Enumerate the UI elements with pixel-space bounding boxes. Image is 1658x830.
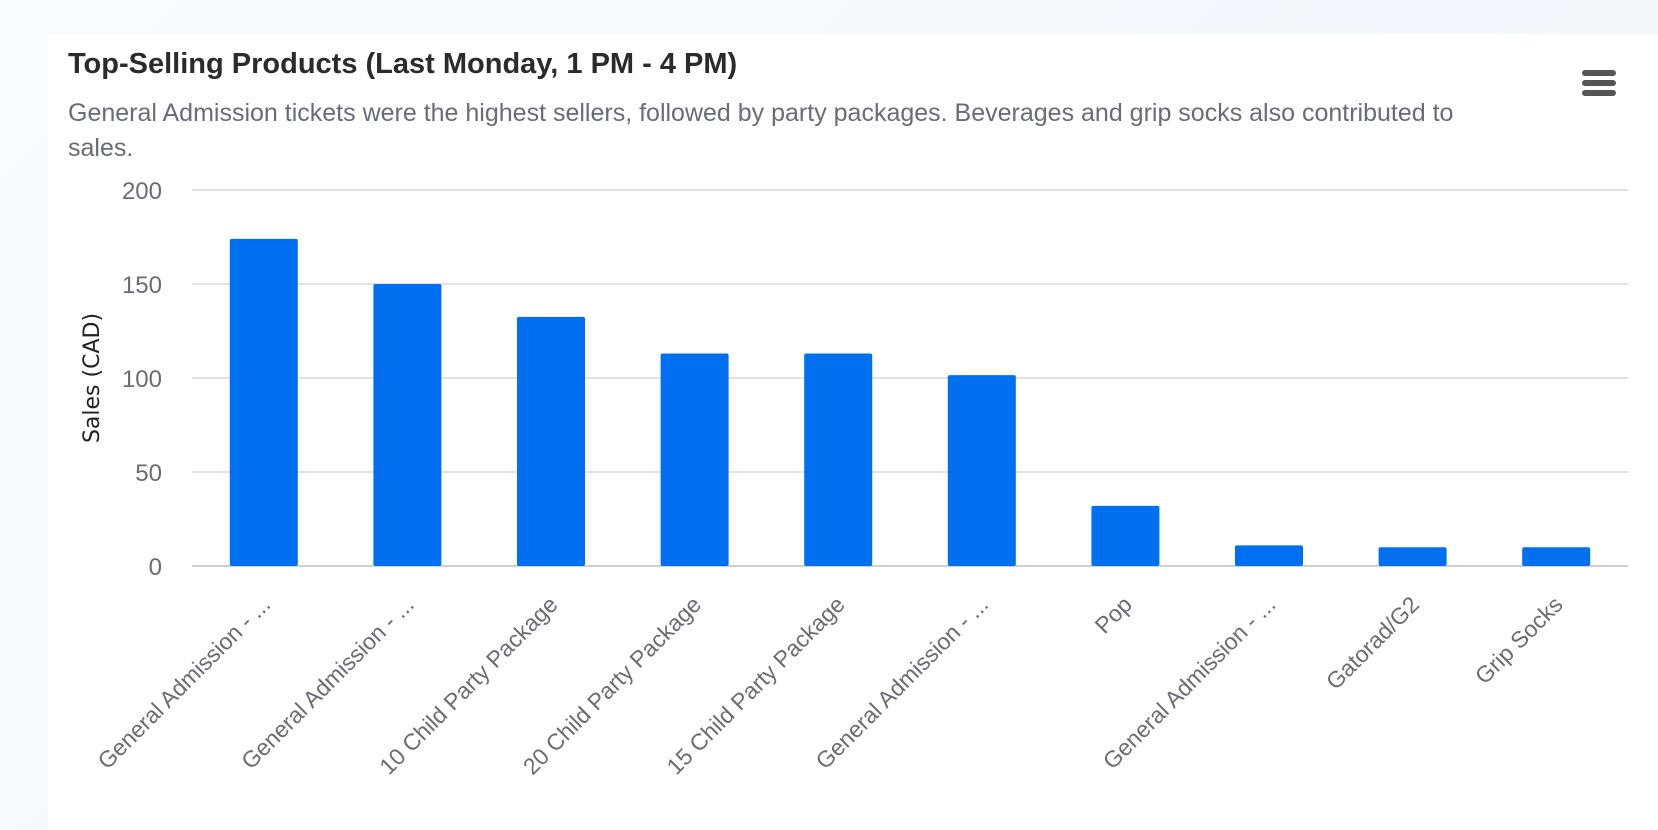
y-tick-label: 200 [122, 178, 162, 205]
y-tick-label: 50 [135, 460, 162, 487]
bar [517, 316, 585, 566]
bar [660, 353, 729, 566]
x-tick-label: Grip Socks [1470, 591, 1568, 689]
bar [947, 375, 1016, 566]
bar [1091, 505, 1160, 566]
bar [1235, 545, 1303, 566]
x-tick-label: Gatorad/G2 [1321, 591, 1424, 694]
x-tick-label: Pop [1090, 591, 1137, 638]
hamburger-menu-icon[interactable] [1582, 70, 1616, 98]
bar [804, 353, 873, 566]
y-tick-label: 150 [122, 272, 162, 299]
bar [229, 238, 298, 566]
bar [1522, 547, 1591, 566]
chart-title: Top-Selling Products (Last Monday, 1 PM … [68, 48, 738, 80]
y-axis-label: Sales (CAD) [80, 313, 105, 443]
bar [1378, 547, 1447, 566]
y-tick-label: 0 [149, 554, 162, 581]
y-tick-label: 100 [122, 366, 162, 393]
bar [373, 284, 442, 566]
chart-subtitle: General Admission tickets were the highe… [68, 99, 1454, 162]
